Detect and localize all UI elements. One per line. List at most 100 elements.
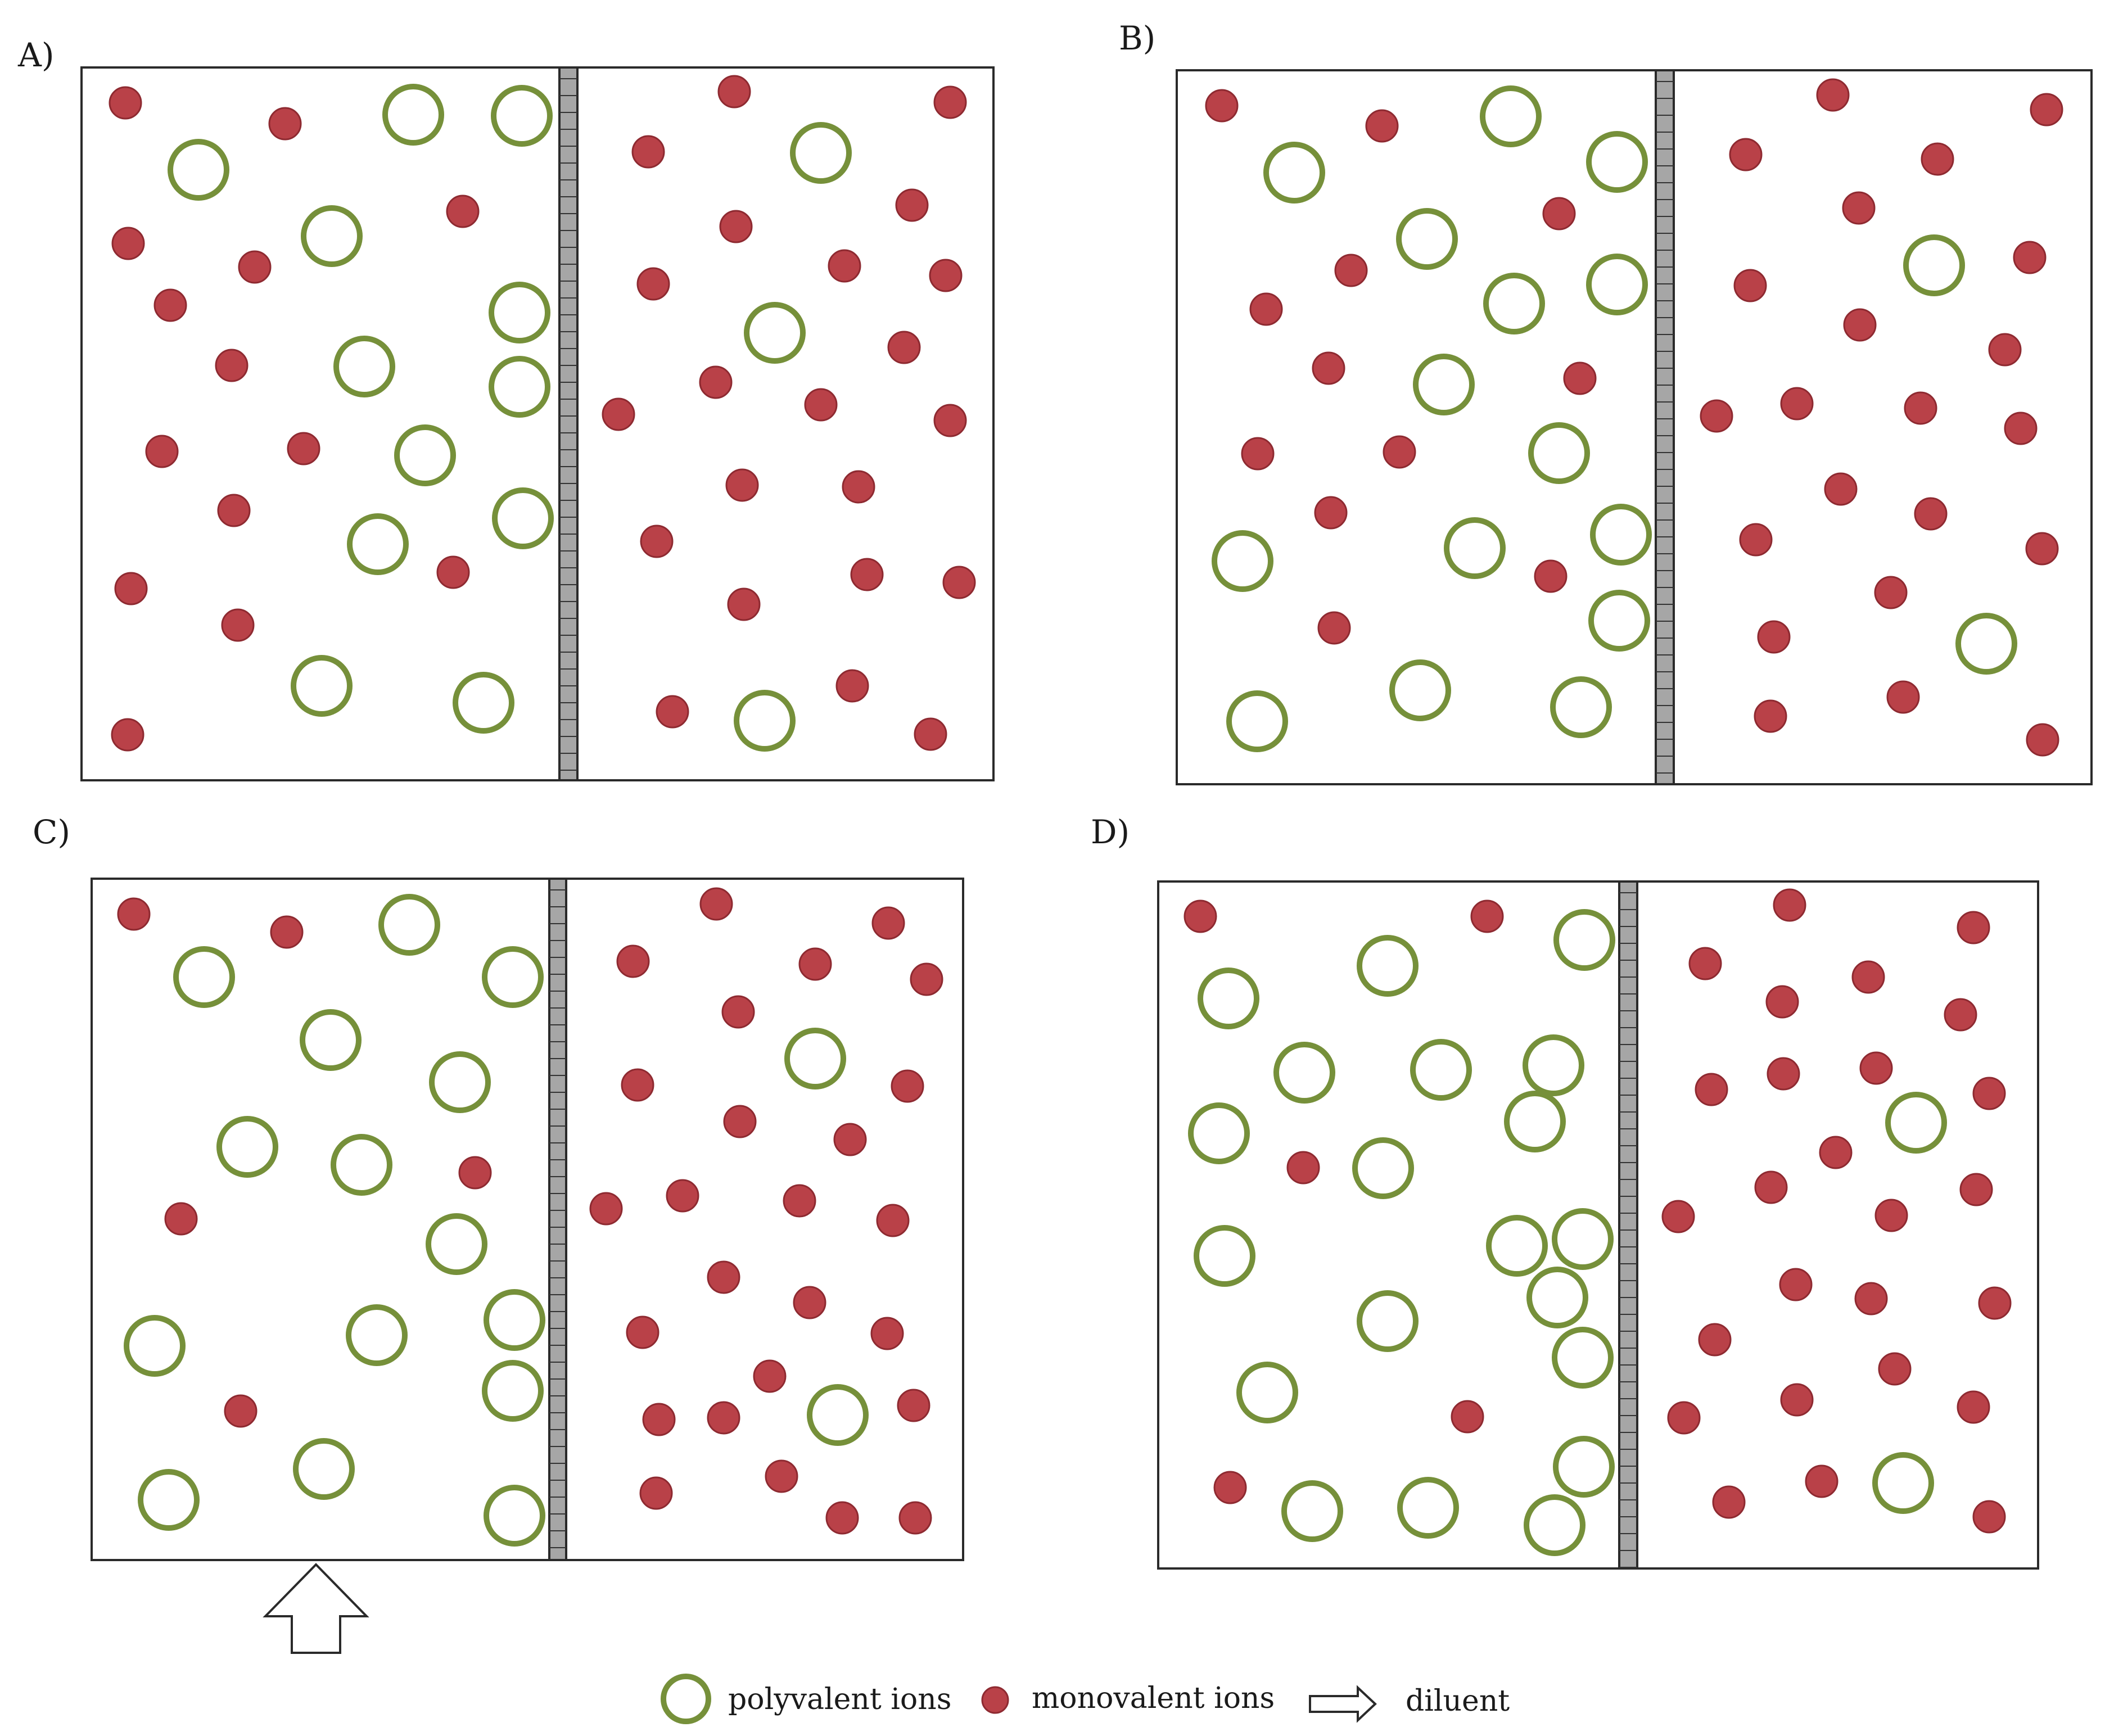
polyvalent-ion [1212, 530, 1273, 592]
monovalent-ion [458, 1156, 492, 1190]
monovalent-ion [109, 86, 142, 120]
polyvalent-ion [1550, 676, 1612, 738]
monovalent-ion [666, 1179, 699, 1213]
monovalent-ion [753, 1359, 787, 1393]
monovalent-ion [719, 210, 753, 243]
monovalent-ion [1534, 559, 1568, 593]
monovalent-ion [2026, 723, 2059, 757]
monovalent-ion [1959, 1173, 1993, 1206]
polyvalent-ion [744, 302, 806, 364]
monovalent-ion [1542, 197, 1576, 230]
diluent-inflow-arrow [263, 1563, 369, 1654]
monovalent-ion [164, 1202, 198, 1236]
monovalent-ion [1972, 1500, 2006, 1534]
monovalent-ion [1729, 138, 1763, 171]
monovalent-ion [842, 470, 875, 504]
panel-a-ions [109, 75, 976, 752]
monovalent-ion [1854, 1282, 1888, 1315]
panel-d-membrane [1618, 880, 1638, 1570]
monovalent-ion [1904, 391, 1937, 425]
monovalent-ion [111, 718, 144, 752]
monovalent-ion [616, 944, 650, 978]
monovalent-ion [1688, 947, 1722, 980]
polyvalent-ion [1480, 85, 1542, 147]
monovalent-ion [721, 995, 755, 1029]
panel-b-frame [1176, 69, 2093, 785]
monovalent-ion [825, 1501, 859, 1535]
polyvalent-ion [790, 122, 852, 184]
polyvalent-ion [1588, 590, 1650, 652]
monovalent-ion [871, 906, 905, 940]
polyvalent-ion [482, 1360, 544, 1422]
panel-c-ions [117, 887, 943, 1547]
polyvalent-ion [173, 946, 235, 1008]
monovalent-ion [942, 566, 976, 599]
monovalent-ion [639, 1476, 673, 1510]
monovalent-ion [1249, 292, 1283, 326]
monovalent-ion [2030, 93, 2063, 126]
panel-c-frame [91, 878, 964, 1561]
monovalent-ion [1733, 269, 1767, 302]
monovalent-ion [1695, 1073, 1728, 1106]
polyvalent-ion [1352, 1137, 1414, 1199]
polyvalent-ion [301, 205, 363, 267]
polyvalent-ion [453, 672, 514, 734]
polyvalent-ion [378, 894, 440, 956]
monovalent-ion [270, 915, 304, 949]
panel-a-membrane [558, 66, 579, 781]
monovalent-ion [1972, 1077, 2006, 1110]
legend: polyvalent ions monovalent ions diluent [661, 1674, 1510, 1724]
monovalent-ion [1365, 109, 1399, 143]
monovalent-ion [1886, 680, 1920, 714]
panel-label-d: D) [1091, 813, 1130, 851]
monovalent-ion [2013, 241, 2047, 274]
polyvalent-ion [484, 1289, 545, 1351]
monovalent-ion [287, 432, 320, 465]
polyvalent-ion [1504, 1091, 1566, 1152]
monovalent-ion [145, 435, 179, 468]
polyvalent-ion [492, 487, 554, 549]
monovalent-ion [707, 1401, 740, 1435]
monovalent-ion [1874, 576, 1908, 609]
polyvalent-ion [1872, 1452, 1934, 1514]
monovalent-ion [1819, 1136, 1853, 1169]
polyvalent-ion [1444, 517, 1506, 579]
monovalent-ion [1700, 399, 1733, 433]
polyvalent-ion [784, 1028, 846, 1089]
monovalent-ion [1241, 437, 1275, 471]
panel-label-c: C) [33, 813, 70, 851]
monovalent-ion [1712, 1485, 1746, 1519]
monovalent-ion [268, 107, 302, 141]
polyvalent-ion [1586, 131, 1648, 193]
monovalent-ion [1780, 387, 1814, 421]
monovalent-ion [1843, 308, 1877, 342]
polyvalent-ion [1357, 935, 1419, 997]
monovalent-ion [895, 188, 929, 222]
polyvalent-ion [1885, 1092, 1947, 1154]
polyvalent-ion [1523, 1034, 1584, 1096]
monovalent-ion [1842, 191, 1876, 225]
legend-polyvalent-symbol [661, 1674, 711, 1724]
monovalent-ion [1205, 89, 1239, 123]
monovalent-ion [835, 669, 869, 703]
monovalent-ion [1563, 361, 1597, 395]
monovalent-ion [699, 887, 733, 921]
monovalent-ion [1779, 1268, 1813, 1301]
polyvalent-ion [382, 84, 444, 146]
membrane-body [548, 878, 567, 1561]
monovalent-ion [1805, 1464, 1839, 1498]
polyvalent-ion [1552, 1327, 1614, 1389]
monovalent-ion [765, 1459, 798, 1493]
monovalent-ion [1470, 899, 1504, 933]
monovalent-ion [1312, 351, 1345, 385]
monovalent-ion [793, 1286, 826, 1319]
monovalent-ion [238, 250, 272, 284]
polyvalent-ion [1553, 909, 1615, 971]
polyvalent-ion [1955, 613, 2017, 675]
monovalent-ion [602, 397, 635, 431]
panel-d-ions [1184, 888, 2012, 1556]
panel-a [80, 66, 995, 781]
monovalent-ion [224, 1394, 258, 1428]
monovalent-ion [910, 962, 943, 996]
monovalent-ion [1317, 611, 1351, 645]
